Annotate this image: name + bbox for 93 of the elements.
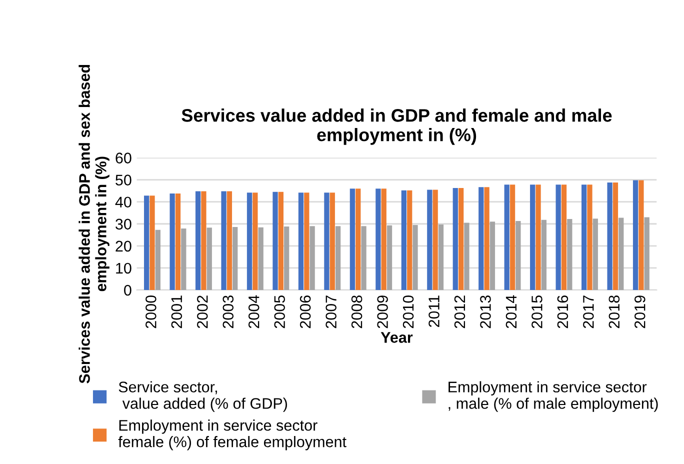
y-tick-label: 30 [116, 218, 132, 230]
bar [464, 222, 470, 290]
bar [412, 224, 418, 290]
x-tick-label: 2018 [608, 296, 620, 328]
bar [252, 192, 258, 290]
bar [155, 230, 160, 290]
x-tick-label: 2011 [428, 296, 440, 327]
x-tick-label: 2019 [634, 296, 646, 328]
x-tick-label: 2009 [377, 296, 388, 328]
bar [638, 180, 644, 290]
y-tick-label: 40 [115, 196, 132, 208]
bar [632, 180, 638, 290]
bar [452, 188, 458, 290]
x-tick-label: 2013 [480, 296, 491, 328]
x-tick-label: 2003 [222, 296, 234, 328]
bar [221, 191, 226, 290]
y-tick-label: 0 [124, 284, 132, 296]
bar [144, 196, 150, 290]
bar [278, 192, 284, 290]
bar [272, 192, 278, 290]
x-tick-label: 2010 [402, 295, 414, 328]
bar [226, 191, 232, 290]
x-tick-label: 2014 [506, 295, 517, 328]
bar [201, 191, 206, 290]
bar [504, 184, 510, 290]
y-axis-title: Services value added in GDP and sex based employment in (%) [78, 64, 110, 384]
bar [401, 190, 406, 290]
bar [284, 226, 290, 290]
bar [330, 192, 335, 290]
y-tick-label: 10 [116, 262, 132, 274]
x-tick-label: 2001 [171, 296, 182, 328]
bar [407, 190, 412, 290]
bar [427, 190, 432, 290]
bar [335, 226, 341, 290]
bar [618, 218, 624, 290]
bar [324, 192, 330, 290]
bar [510, 184, 516, 290]
bar [541, 220, 546, 290]
bar [170, 193, 175, 290]
bar [561, 184, 567, 290]
bar [376, 188, 381, 290]
bar [587, 184, 592, 290]
bar [530, 184, 536, 290]
x-axis-title: Year [380, 332, 413, 343]
bar [356, 188, 361, 290]
bar [175, 193, 181, 290]
bar [438, 224, 444, 290]
x-tick-label: 2000 [146, 295, 156, 328]
bar [458, 188, 464, 290]
x-tick-label: 2012 [454, 296, 466, 328]
bar [644, 217, 650, 290]
bar [516, 221, 521, 290]
bar [258, 227, 264, 290]
x-tick-label: 2002 [196, 296, 208, 328]
bar [478, 187, 484, 290]
bar [246, 192, 252, 290]
bar [484, 187, 490, 290]
bar [592, 218, 598, 290]
y-tick-label: 60 [116, 152, 132, 164]
x-tick-label: 2017 [583, 296, 594, 328]
bar [298, 192, 304, 290]
bar [536, 184, 541, 290]
bar [361, 226, 366, 290]
x-tick-label: 2016 [557, 296, 568, 328]
bar [195, 191, 201, 290]
bar [386, 225, 392, 290]
x-tick-label: 2005 [274, 296, 286, 328]
bar [490, 222, 496, 290]
bar [612, 182, 618, 290]
bar [150, 196, 155, 290]
bar [350, 188, 356, 290]
x-tick-label: 2004 [248, 295, 260, 328]
x-tick-label: 2006 [300, 296, 311, 328]
legend-label: Employment in service sector , male (% of male employment) [448, 381, 658, 412]
bar [310, 226, 315, 290]
y-tick-label: 20 [116, 240, 132, 252]
bar [556, 184, 561, 290]
legend-label: Employment in service sector female (%) of female employment [118, 420, 346, 450]
bar [567, 219, 572, 290]
bar [607, 182, 612, 290]
bar [304, 192, 310, 290]
bar [206, 228, 212, 290]
bar [432, 190, 438, 290]
chart-title: Services value added in GDP and female and male employment in (%) [182, 108, 612, 145]
x-tick-label: 2007 [326, 296, 336, 328]
legend-label: Service sector, value added (% of GDP) [118, 381, 287, 412]
bar [381, 188, 386, 290]
bar [232, 226, 238, 290]
bar [581, 184, 587, 290]
y-tick-label: 50 [116, 174, 132, 186]
x-tick-label: 2015 [532, 296, 542, 328]
bar [181, 228, 186, 290]
x-tick-label: 2008 [351, 296, 362, 328]
